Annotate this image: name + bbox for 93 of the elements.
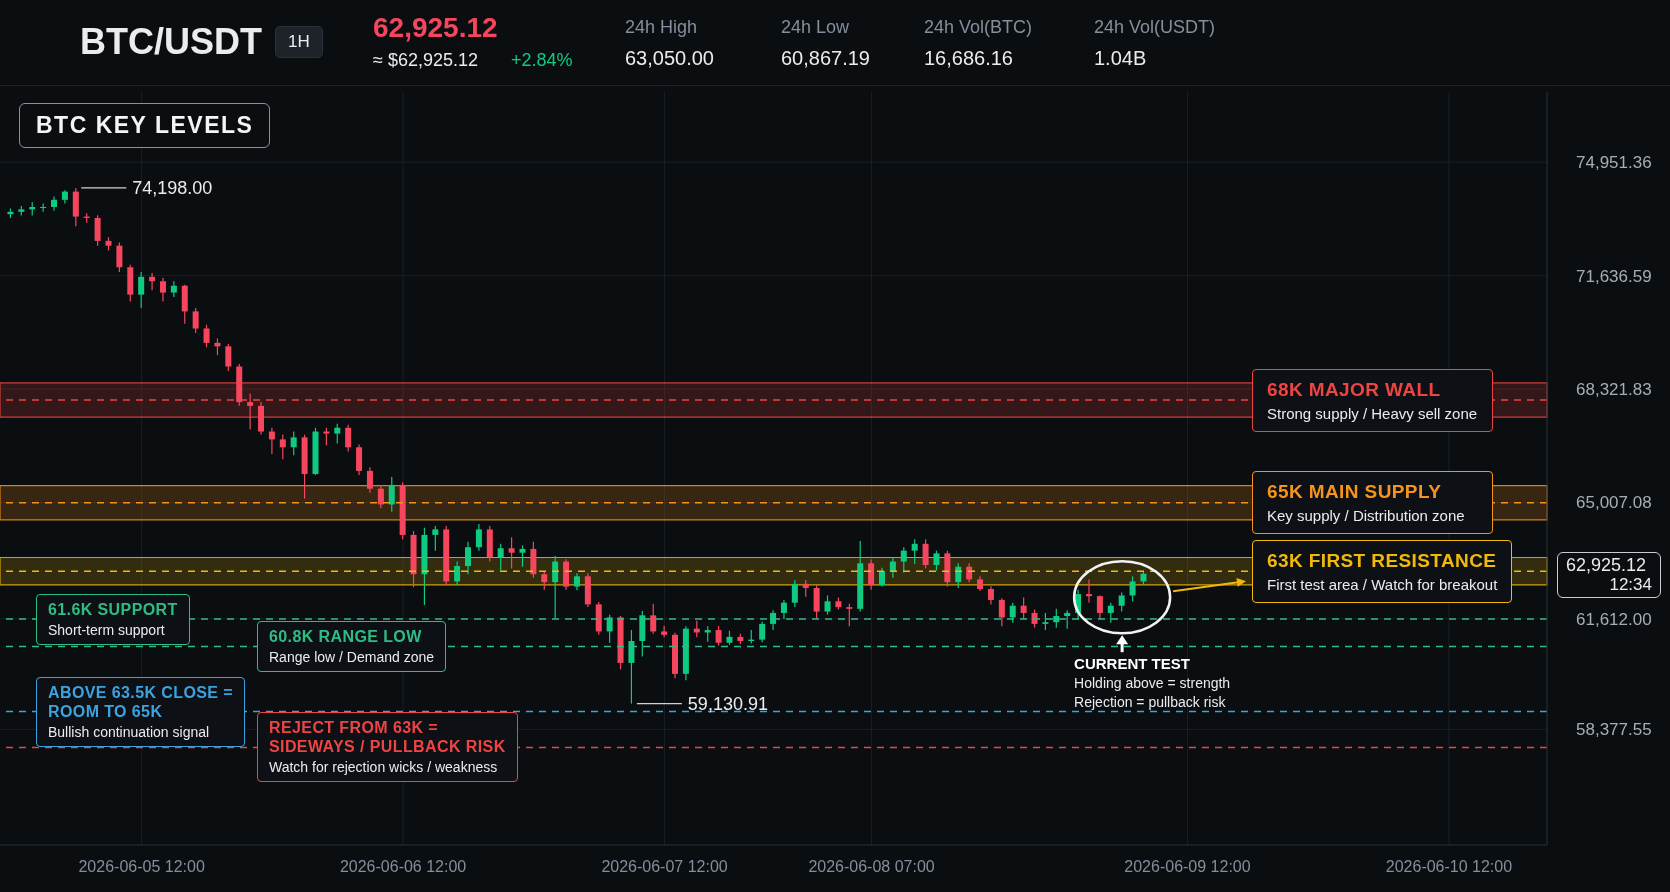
y-tick-label: 58,377.55 xyxy=(1576,719,1652,739)
ref-line-label: 60.8K RANGE LOW Range low / Demand zone xyxy=(269,627,434,665)
candlestick xyxy=(94,214,101,247)
candlestick xyxy=(911,538,918,565)
annotation: 59,130.91 xyxy=(687,693,768,714)
candlestick xyxy=(661,625,668,638)
text: 62,925.12 xyxy=(373,12,498,43)
candlestick xyxy=(279,434,286,460)
candlestick xyxy=(922,538,929,570)
candlestick xyxy=(606,614,613,644)
candlestick xyxy=(824,594,831,616)
candlestick xyxy=(432,525,439,552)
y-tick-label: 61,612.00 xyxy=(1576,609,1652,629)
candlestick xyxy=(203,324,210,348)
candlestick xyxy=(454,561,461,586)
candlestick xyxy=(170,280,177,298)
candlestick xyxy=(290,430,297,456)
candlestick xyxy=(780,599,787,620)
candlestick xyxy=(40,202,47,213)
candlestick xyxy=(497,543,504,572)
candlestick xyxy=(1129,575,1136,602)
candlestick xyxy=(1020,596,1027,620)
candlestick xyxy=(759,620,766,643)
candlestick xyxy=(225,343,232,372)
candlestick xyxy=(247,392,254,431)
text: 24h Vol(BTC) xyxy=(924,17,1033,37)
x-tick-label: 2026-06-05 12:00 xyxy=(78,857,205,875)
candlestick xyxy=(356,443,363,476)
text: BTC KEY LEVELS xyxy=(36,112,254,138)
candlestick xyxy=(508,536,515,570)
text: 12:34 xyxy=(1609,574,1652,594)
band-label: 65K MAIN SUPPLY Key supply / Distribution zone xyxy=(1267,481,1465,525)
text: ≈ $62,925.12 xyxy=(373,50,478,70)
candlestick xyxy=(715,625,722,647)
candlestick xyxy=(791,579,798,608)
y-tick-label: 74,951.36 xyxy=(1576,152,1652,172)
text: +2.84% xyxy=(511,50,573,70)
candlestick xyxy=(868,558,875,591)
candlestick xyxy=(366,466,373,494)
candlestick xyxy=(998,597,1005,627)
candlestick xyxy=(1053,608,1060,629)
text: 24h High xyxy=(625,17,698,37)
y-tick-label: 65,007.08 xyxy=(1576,492,1652,512)
candlestick xyxy=(1118,591,1125,613)
candlestick xyxy=(879,567,885,588)
text: 60,867.19 xyxy=(781,47,870,69)
text: 24h Vol(USDT) xyxy=(1094,17,1216,37)
text: 63,050.00 xyxy=(625,47,714,69)
candlestick xyxy=(1107,602,1114,624)
x-tick-label: 2026-06-10 12:00 xyxy=(1385,857,1513,875)
candlestick xyxy=(1064,609,1071,630)
candlestick xyxy=(116,242,123,273)
candlestick xyxy=(650,603,657,635)
chart-title: BTC/USDT xyxy=(80,21,262,62)
x-tick-label: 2026-06-06 12:00 xyxy=(339,857,467,875)
candlestick xyxy=(519,544,526,568)
candlestick xyxy=(1085,578,1092,604)
candlestick xyxy=(334,423,341,445)
candlestick xyxy=(345,424,352,452)
candlestick xyxy=(377,484,384,509)
text: 16,686.16 xyxy=(924,47,1013,69)
annotation: CURRENT TEST Holding above = strength Rejection = pullback risk xyxy=(1074,655,1231,711)
text: 62,925.12 xyxy=(1566,554,1647,575)
candlestick xyxy=(388,476,395,513)
x-tick-label: 2026-06-09 12:00 xyxy=(1124,857,1251,875)
x-tick-label: 2026-06-08 07:00 xyxy=(808,857,935,875)
y-tick-label: 68,321.83 xyxy=(1576,379,1652,399)
candlestick xyxy=(987,585,994,605)
band-label: 63K FIRST RESISTANCE First test area / Watch for breakout xyxy=(1267,549,1498,593)
candlestick xyxy=(465,541,472,575)
ref-line-label: ABOVE 63.5K CLOSE = ROOM TO 65K Bullish continuation signal xyxy=(48,683,233,740)
text: 1H xyxy=(288,32,310,51)
text: 24h Low xyxy=(781,17,850,37)
candlestick xyxy=(192,307,199,334)
candlestick xyxy=(933,550,940,572)
candlestick xyxy=(1096,594,1103,620)
candlestick xyxy=(813,584,820,620)
candlestick xyxy=(138,271,145,309)
candlestick xyxy=(51,195,58,212)
candlestick xyxy=(900,546,907,574)
candlestick xyxy=(628,629,635,705)
ref-line-label: REJECT FROM 63K = SIDEWAYS / PULLBACK RISK Watch for rejection wicks / weakness xyxy=(269,719,506,776)
band-label: 68K MAJOR WALL Strong supply / Heavy sell zone xyxy=(1267,378,1478,422)
x-tick-label: 2026-06-07 12:00 xyxy=(601,857,728,875)
text: 1.04B xyxy=(1094,47,1147,69)
y-tick-label: 71,636.59 xyxy=(1576,266,1652,286)
ref-line-label: 61.6K SUPPORT Short-term support xyxy=(48,600,178,638)
candlestick xyxy=(846,603,853,627)
candlestick xyxy=(159,277,166,303)
annotation: 74,198.00 xyxy=(132,177,213,198)
candlestick xyxy=(475,523,482,552)
candlestick xyxy=(1009,602,1016,624)
candlestick xyxy=(541,570,548,591)
